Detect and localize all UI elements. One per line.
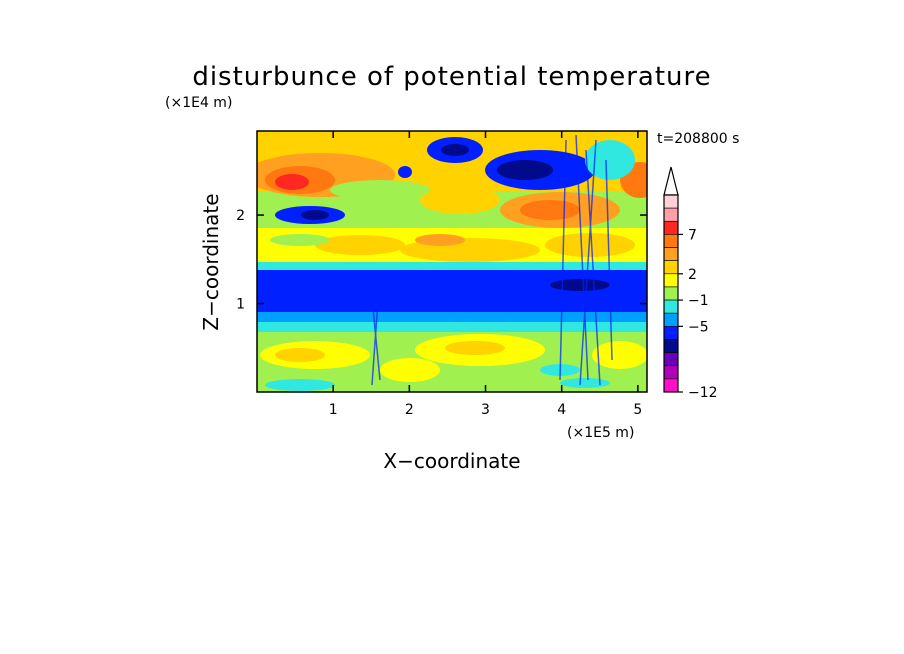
y-tick-label: 2 xyxy=(236,208,245,224)
colorbar-swatch xyxy=(663,273,679,288)
colorbar-swatch xyxy=(663,194,679,209)
colorbar-swatch xyxy=(663,299,679,314)
colorbar-swatch xyxy=(663,326,679,340)
x-axis: 1 2 3 4 5 xyxy=(329,131,642,418)
colorbar-tick-label: −5 xyxy=(688,319,709,335)
colorbar-tick-label: −1 xyxy=(688,293,709,309)
colorbar-tick-label: −12 xyxy=(688,385,718,401)
x-tick-label: 3 xyxy=(481,402,490,418)
y-tick-label: 1 xyxy=(236,297,245,313)
colorbar-swatch xyxy=(663,247,679,261)
x-unit-label: (×1E5 m) xyxy=(567,425,634,441)
x-tick-label: 1 xyxy=(329,402,338,418)
colorbar: 7 2 −1 −5 −12 xyxy=(663,166,718,401)
colorbar-swatch xyxy=(663,286,679,301)
y-axis-label: Z−coordinate xyxy=(199,193,223,330)
colorbar-swatch xyxy=(663,378,679,393)
colorbar-swatch xyxy=(663,339,679,353)
colorbar-swatch xyxy=(663,207,679,222)
colorbar-frame xyxy=(663,194,679,393)
colorbar-swatch xyxy=(663,220,679,235)
colorbar-tick-label: 7 xyxy=(688,227,697,243)
colorbar-swatch xyxy=(663,234,679,248)
chart-title: disturbunce of potential temperature xyxy=(192,62,711,92)
colorbar-swatch xyxy=(663,312,679,327)
y-axis: 12 xyxy=(236,208,647,313)
colorbar-extend-arrow xyxy=(663,166,679,196)
x-tick-label: 4 xyxy=(557,402,566,418)
colorbar-swatch xyxy=(663,260,679,275)
colorbar-swatch xyxy=(663,365,679,380)
colorbar-swatch xyxy=(663,352,679,367)
plot-frame xyxy=(256,130,648,393)
x-axis-label: X−coordinate xyxy=(383,449,520,473)
x-tick-label: 5 xyxy=(633,402,642,418)
x-tick-label: 2 xyxy=(405,402,414,418)
time-label: t=208800 s xyxy=(657,131,739,147)
y-unit-label: (×1E4 m) xyxy=(165,95,232,111)
heatmap-field xyxy=(257,131,647,392)
colorbar-tick-label: 2 xyxy=(688,267,697,283)
